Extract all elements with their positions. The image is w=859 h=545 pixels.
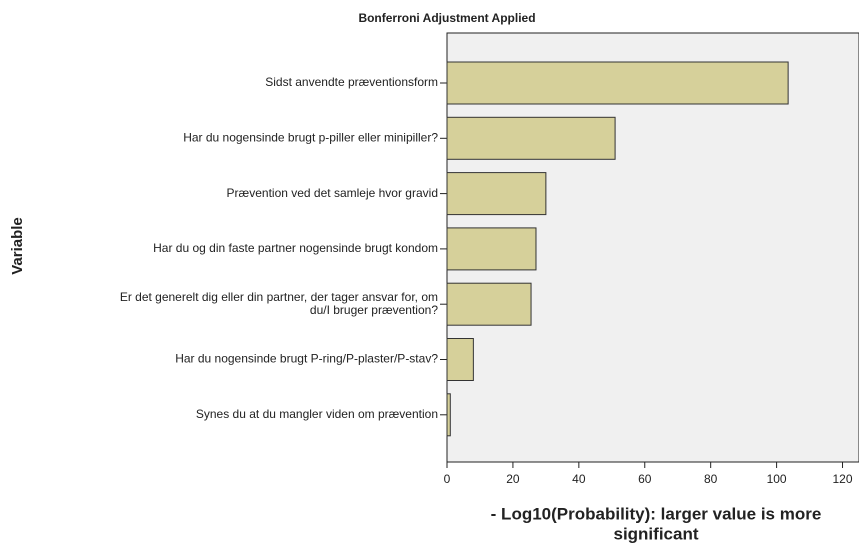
x-tick-label: 120 [833,472,853,486]
x-tick-label: 100 [767,472,787,486]
y-tick-label: Er det generelt dig eller din partner, d… [120,290,438,304]
bar [446,172,547,216]
bar [446,393,451,437]
y-tick-label: Sidst anvendte præventionsform [265,75,438,89]
y-tick-label: Har du og din faste partner nogensinde b… [153,241,438,255]
bar [446,338,474,381]
y-tick-label: Prævention ved det samleje hvor gravid [227,186,438,200]
x-tick-label: 60 [638,472,652,486]
chart-title: Bonferroni Adjustment Applied [358,11,535,25]
y-tick-label: du/I bruger prævention? [310,303,438,317]
x-tick-label: 40 [572,472,586,486]
y-axis-label: Variable [9,217,26,275]
x-tick-label: 20 [506,472,520,486]
y-tick-label: Har du nogensinde brugt p-piller eller m… [183,130,438,144]
bar [446,282,532,326]
bar [446,227,537,271]
y-tick-label: Synes du at du mangler viden om præventi… [196,407,438,421]
x-tick-label: 80 [704,472,718,486]
x-axis-label: significant [613,524,698,543]
bar [446,61,789,105]
y-tick-label: Har du nogensinde brugt P-ring/P-plaster… [175,352,438,366]
x-axis-label: - Log10(Probability): larger value is mo… [491,504,822,523]
x-tick-label: 0 [444,472,451,486]
bar [446,116,616,160]
